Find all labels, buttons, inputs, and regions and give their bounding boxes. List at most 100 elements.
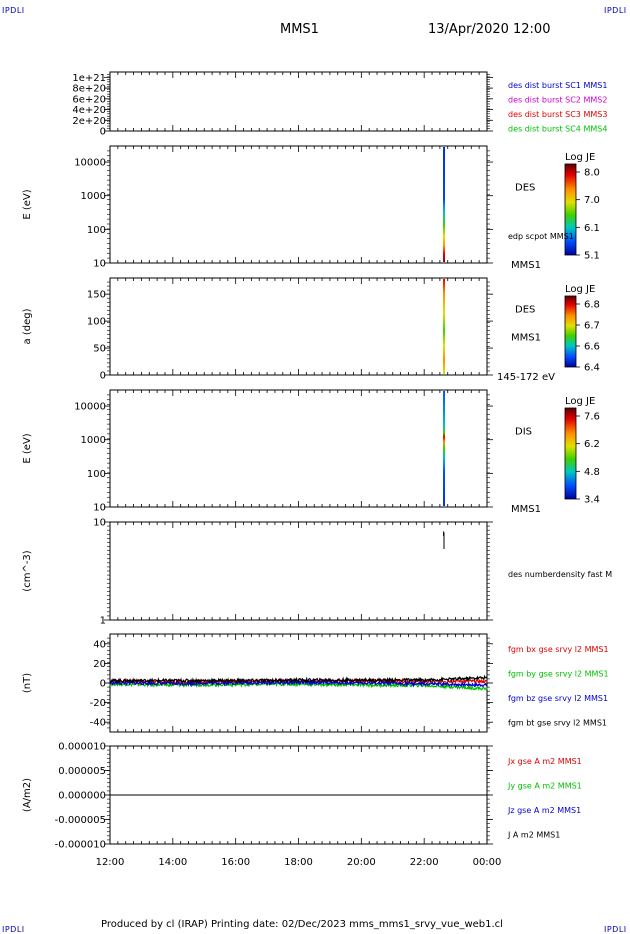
y-tick-label: 100	[87, 469, 106, 480]
panel-frame	[109, 145, 488, 264]
y-tick-label: 0	[100, 127, 106, 138]
y-tick-label: 8e+20	[72, 84, 106, 95]
y-tick-label: -40	[90, 718, 106, 729]
colorbar-tick-label: 6.2	[584, 439, 600, 450]
colorbar-tick-label: 6.4	[584, 363, 600, 374]
time-tick-label: 16:00	[221, 857, 250, 868]
y-tick-label: 40	[93, 639, 106, 650]
colorbar-tick-label: 6.6	[584, 342, 600, 353]
colorbar	[564, 295, 577, 368]
y-axis-label: E (eV)	[22, 189, 33, 219]
panel-frame	[109, 277, 488, 376]
time-tick-label: 00:00	[473, 857, 502, 868]
corner-mark-bottom-left: IPDLI	[2, 925, 25, 934]
colorbar-tick-label: 5.1	[584, 251, 600, 262]
colorbar-tick-label: 3.4	[584, 495, 600, 506]
y-tick-label: 1e+21	[72, 73, 106, 84]
y-tick-label: 0.000005	[58, 766, 106, 777]
time-tick-label: 12:00	[96, 857, 125, 868]
spacecraft-label: MMS1	[511, 260, 541, 271]
series-legend: fgm bt gse srvy l2 MMS1	[508, 719, 607, 728]
y-tick-label: 0	[100, 679, 106, 690]
colorbar-tick-label: 6.7	[584, 321, 600, 332]
instrument-label: DIS	[515, 427, 532, 438]
legend-entry: des dist burst SC4 MMS4	[508, 125, 607, 134]
spectrogram-data-stripe	[443, 279, 446, 374]
y-tick-label: 10	[93, 518, 106, 529]
spacecraft-title: MMS1	[280, 22, 319, 37]
y-axis-label: (cm^-3)	[22, 550, 33, 591]
colorbar-tick-label: 7.0	[584, 195, 600, 206]
spectrogram-data-stripe	[443, 147, 446, 262]
y-axis-label: (A/m2)	[22, 778, 33, 812]
colorbar-tick-label: 6.1	[584, 223, 600, 234]
time-tick-label: 20:00	[347, 857, 376, 868]
time-tick-label: 14:00	[158, 857, 187, 868]
legend-entry: des dist burst SC1 MMS1	[508, 81, 607, 90]
series-legend: fgm by gse srvy l2 MMS1	[508, 670, 609, 679]
spectrogram-data-stripe	[443, 391, 446, 506]
y-tick-label: 100	[87, 225, 106, 236]
y-tick-label: 4e+20	[72, 105, 106, 116]
corner-mark-top-left: IPDLI	[2, 6, 25, 15]
y-tick-label: -20	[90, 698, 106, 709]
y-tick-label: 10	[93, 503, 106, 514]
y-tick-label: 1	[100, 616, 106, 627]
legend-entry: des dist burst SC3 MMS3	[508, 110, 607, 119]
y-tick-label: 1000	[81, 191, 106, 202]
instrument-label: DES	[515, 183, 535, 194]
colorbar	[564, 407, 577, 500]
y-tick-label: -0.000005	[55, 815, 106, 826]
y-axis-label: (nT)	[22, 673, 33, 693]
footer-credits: Produced by cl (IRAP) Printing date: 02/…	[101, 919, 503, 930]
y-tick-label: -0.000010	[55, 840, 106, 851]
colorbar-title: Log JE	[565, 152, 595, 163]
colorbar-tick-label: 7.6	[584, 412, 600, 423]
colorbar-title: Log JE	[565, 396, 595, 407]
y-tick-label: 20	[93, 659, 106, 670]
panel-frame	[109, 389, 488, 508]
y-axis-label: a (deg)	[22, 308, 33, 344]
y-tick-label: 6e+20	[72, 94, 106, 105]
y-tick-label: 10	[93, 259, 106, 270]
panel-frame	[109, 521, 488, 621]
y-tick-label: 150	[87, 290, 106, 301]
instrument-label: DES	[515, 305, 535, 316]
series-legend: J A m2 MMS1	[507, 831, 560, 840]
y-tick-label: 10000	[74, 402, 106, 413]
series-legend: Jz gse A m2 MMS1	[507, 806, 581, 815]
series-line	[109, 679, 488, 688]
spacecraft-label: MMS1	[511, 333, 541, 344]
series-legend: fgm bz gse srvy l2 MMS1	[508, 694, 608, 703]
time-tick-label: 18:00	[284, 857, 313, 868]
y-axis-label: E (eV)	[22, 433, 33, 463]
series-legend: des numberdensity fast M	[508, 570, 612, 579]
y-tick-label: 50	[93, 344, 106, 355]
y-tick-label: 100	[87, 317, 106, 328]
energy-range-label: 145-172 eV	[497, 372, 555, 383]
colorbar-tick-label: 6.8	[584, 300, 600, 311]
panel-frame	[109, 71, 488, 132]
scpot-label: edp scpot MMS1	[508, 232, 574, 241]
corner-mark-top-right: IPDLI	[604, 6, 627, 15]
y-tick-label: 0.000000	[58, 791, 106, 802]
corner-mark-bottom-right: IPDLI	[604, 925, 627, 934]
series-legend: Jx gse A m2 MMS1	[507, 757, 582, 766]
series-legend: fgm bx gse srvy l2 MMS1	[508, 645, 609, 654]
y-tick-label: 1000	[81, 435, 106, 446]
date-title: 13/Apr/2020 12:00	[428, 22, 551, 37]
series-legend: Jy gse A m2 MMS1	[507, 782, 582, 791]
spacecraft-label: MMS1	[511, 504, 541, 515]
time-tick-label: 22:00	[410, 857, 439, 868]
colorbar-title: Log JE	[565, 284, 595, 295]
colorbar-tick-label: 8.0	[584, 168, 600, 179]
y-tick-label: 2e+20	[72, 116, 106, 127]
series-line	[109, 674, 488, 684]
colorbar	[564, 163, 577, 256]
y-tick-label: 10000	[74, 158, 106, 169]
y-tick-label: 0	[100, 371, 106, 382]
colorbar-tick-label: 4.8	[584, 467, 600, 478]
y-tick-label: 0.000010	[58, 742, 106, 753]
legend-entry: des dist burst SC2 MMS2	[508, 96, 607, 105]
